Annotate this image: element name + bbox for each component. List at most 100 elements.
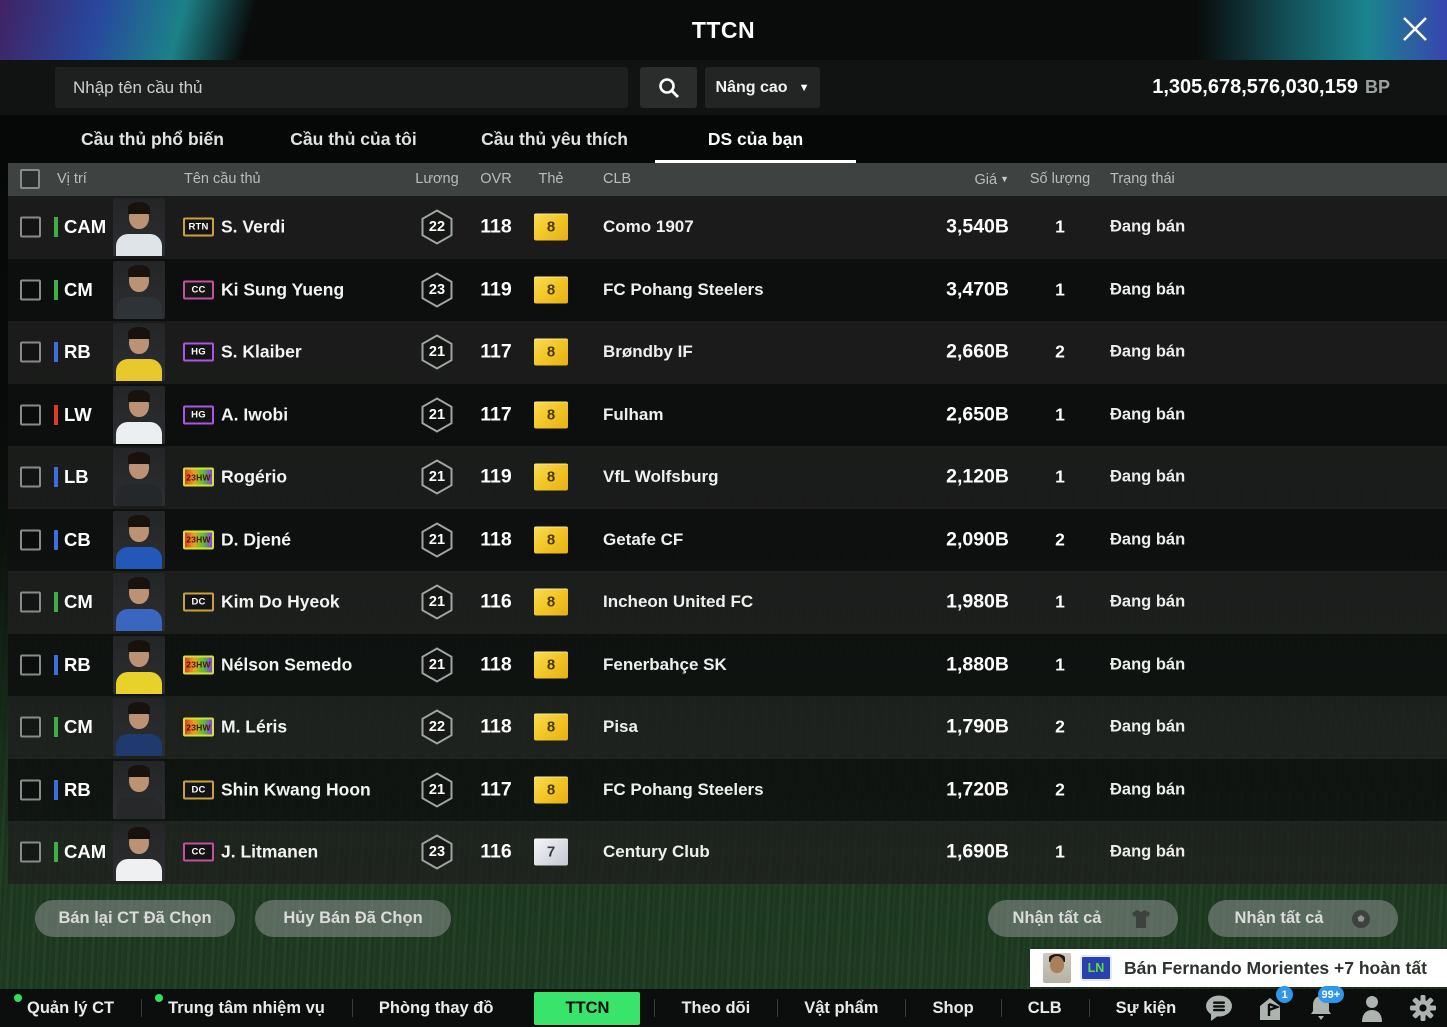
advanced-filter-button[interactable]: Nâng cao ▼ — [705, 67, 820, 108]
player-row[interactable]: CM DC Kim Do Hyeok 21 116 8 Incheon United FC 1… — [8, 571, 1447, 634]
listing-quantity: 1 — [1055, 841, 1065, 862]
nav-item-8[interactable]: CLB — [1000, 989, 1089, 1027]
row-checkbox[interactable] — [20, 529, 41, 551]
nav-item-label: Sự kiện — [1115, 998, 1177, 1017]
row-checkbox[interactable] — [20, 841, 41, 863]
header-position: Vị trí — [57, 171, 87, 187]
settings-button[interactable] — [1407, 992, 1439, 1024]
nav-item-label: CLB — [1027, 998, 1062, 1017]
header-price-sort[interactable]: Giá ▼ — [974, 172, 1010, 188]
player-club: FC Pohang Steelers — [603, 779, 764, 799]
player-ovr: 118 — [480, 528, 512, 551]
nav-item-4[interactable]: TTCN — [534, 989, 641, 1027]
row-checkbox[interactable] — [20, 716, 41, 738]
nav-item-2[interactable]: Trung tâm nhiệm vụ — [141, 989, 352, 1027]
salary-value: 21 — [428, 469, 446, 486]
tab-1[interactable]: Cầu thủ phổ biến — [81, 128, 224, 149]
card-tier-value: 8 — [534, 276, 568, 304]
row-checkbox[interactable] — [20, 279, 41, 301]
season-badge: HG — [183, 342, 214, 362]
season-badge: 23HW — [183, 530, 214, 550]
player-row[interactable]: RB HG S. Klaiber 21 117 8 Brøndby IF 2,660B 2 Đan… — [8, 321, 1447, 384]
club-house-button[interactable]: 1 — [1254, 986, 1294, 1024]
notifications-button[interactable]: 99+ — [1305, 986, 1345, 1024]
player-name: S. Verdi — [221, 216, 286, 237]
tab-3[interactable]: Cầu thủ yêu thích — [481, 128, 628, 149]
chat-button[interactable] — [1203, 992, 1235, 1024]
search-button[interactable] — [640, 67, 697, 108]
player-row[interactable]: CAM CC J. Litmanen 23 116 7 Century Club 1,690B… — [8, 821, 1447, 884]
nav-item-9[interactable]: Sự kiện — [1088, 989, 1204, 1027]
row-checkbox[interactable] — [20, 404, 41, 426]
tab-2[interactable]: Cầu thủ của tôi — [290, 128, 417, 149]
search-input[interactable]: Nhập tên cầu thủ — [55, 67, 628, 108]
salary-value: 21 — [428, 594, 446, 611]
header-salary: Lương — [415, 171, 459, 187]
player-photo — [113, 573, 165, 632]
player-name: D. Djené — [221, 529, 292, 550]
header-club: CLB — [603, 171, 632, 187]
cancel-sale-label: Hủy Bán Đã Chọn — [283, 909, 423, 927]
tab-4[interactable]: DS của bạn — [655, 115, 856, 163]
header-quantity: Số lượng — [1029, 171, 1091, 187]
bottom-nav: Quản lý CT Trung tâm nhiệm vụ Phòng thay đ… — [0, 986, 1447, 1027]
player-photo — [113, 510, 165, 569]
bottom-nav-items: Quản lý CT Trung tâm nhiệm vụ Phòng thay đ… — [0, 989, 1203, 1027]
player-row[interactable]: CAM RTN S. Verdi 22 118 8 Como 1907 3,540B 1 Đang… — [8, 196, 1447, 259]
position-color-bar — [54, 842, 58, 863]
player-row[interactable]: CM 23HW M. Léris 22 118 8 Pisa 1,790B 2 Đang bán — [8, 696, 1447, 759]
close-button[interactable] — [1393, 8, 1437, 52]
nav-item-3[interactable]: Phòng thay đồ — [351, 989, 521, 1027]
player-name: M. Léris — [221, 716, 288, 737]
nav-item-label: Theo dõi — [681, 998, 751, 1017]
player-row[interactable]: RB 23HW Nélson Semedo 21 118 8 Fenerbahçe SK 1,… — [8, 633, 1447, 696]
listing-status: Đang bán — [1110, 530, 1186, 549]
player-row[interactable]: RB DC Shin Kwang Hoon 21 117 8 FC Pohang Steel… — [8, 758, 1447, 821]
listing-status: Đang bán — [1110, 780, 1186, 799]
player-position: RB — [64, 778, 91, 800]
select-all-checkbox[interactable] — [20, 169, 40, 189]
listing-price: 1,980B — [946, 590, 1009, 613]
listing-table: CAM RTN S. Verdi 22 118 8 Como 1907 3,540B 1 Đang… — [8, 196, 1447, 884]
search-placeholder: Nhập tên cầu thủ — [73, 77, 203, 97]
nav-item-1[interactable]: Quản lý CT — [0, 989, 141, 1027]
nav-item-6[interactable]: Vật phẩm — [777, 989, 905, 1027]
player-row[interactable]: LB 23HW Rogério 21 119 8 VfL Wolfsburg 2,120B 1 Đ… — [8, 446, 1447, 509]
listing-status: Đang bán — [1110, 592, 1186, 611]
card-tier: 8 — [526, 713, 576, 741]
player-position: CM — [64, 591, 93, 613]
sell-selected-button[interactable]: Bán lại CT Đã Chọn — [35, 900, 235, 937]
receive-all-items-label: Nhận tất cả — [1234, 909, 1324, 927]
cancel-sale-button[interactable]: Hủy Bán Đã Chọn — [255, 900, 451, 937]
salary-hexagon: 23 — [412, 272, 462, 308]
nav-item-7[interactable]: Shop — [905, 989, 1000, 1027]
listing-status: Đang bán — [1110, 405, 1186, 424]
season-badge: CC — [183, 842, 214, 862]
row-checkbox[interactable] — [20, 654, 41, 676]
receive-all-players-button[interactable]: Nhận tất cả — [988, 900, 1178, 937]
row-checkbox[interactable] — [20, 216, 41, 238]
card-tier: 8 — [526, 213, 576, 241]
player-row[interactable]: LW HG A. Iwobi 21 117 8 Fulham 2,650B 1 Đang bán — [8, 383, 1447, 446]
player-row[interactable]: CM CC Ki Sung Yueng 23 119 8 FC Pohang Steeler… — [8, 258, 1447, 321]
sale-notification[interactable]: LN Bán Fernando Morientes +7 hoàn tất — [1030, 949, 1447, 987]
row-checkbox[interactable] — [20, 341, 41, 363]
card-tier-value: 8 — [534, 401, 568, 429]
listing-quantity: 1 — [1055, 216, 1065, 237]
season-badge: 23HW — [183, 655, 214, 675]
player-position: CB — [64, 528, 91, 550]
receive-all-items-button[interactable]: Nhận tất cả — [1208, 900, 1398, 937]
listing-price: 2,660B — [946, 340, 1009, 363]
nav-item-label: Quản lý CT — [27, 998, 115, 1017]
listing-quantity: 1 — [1055, 466, 1065, 487]
row-checkbox[interactable] — [20, 466, 41, 488]
header-ovr: OVR — [480, 171, 512, 187]
nav-item-5[interactable]: Theo dõi — [654, 989, 777, 1027]
season-badge: DC — [183, 780, 214, 800]
profile-button[interactable] — [1356, 992, 1388, 1024]
home-flag-icon — [1260, 998, 1281, 1020]
player-name: Shin Kwang Hoon — [221, 779, 371, 800]
row-checkbox[interactable] — [20, 779, 41, 801]
player-row[interactable]: CB 23HW D. Djené 21 118 8 Getafe CF 2,090B 2 Đang… — [8, 508, 1447, 571]
row-checkbox[interactable] — [20, 591, 41, 613]
